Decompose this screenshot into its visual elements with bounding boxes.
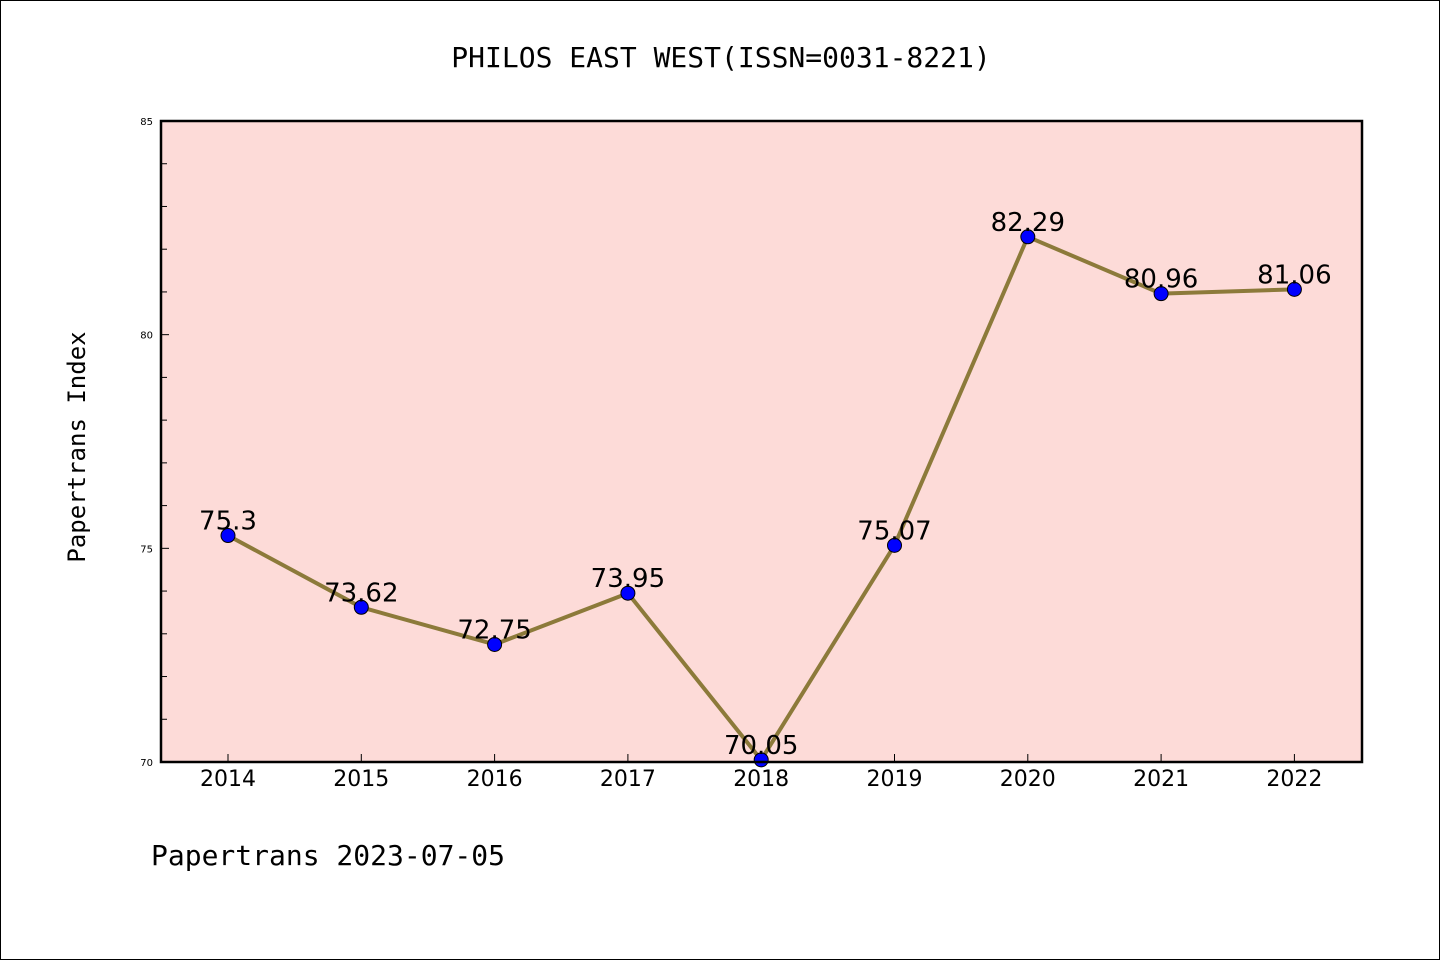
data-label: 80.96: [1124, 265, 1198, 295]
data-label: 73.95: [591, 564, 665, 594]
y-tick-label: 85: [140, 117, 153, 128]
axis-ticks: 70 75 80 85 2014 2015 2016 2017 2018 2019 2020 2021…: [140, 117, 1322, 792]
data-point: [1153, 286, 1169, 302]
x-tick-label: 2014: [200, 767, 256, 792]
y-axis-label: Papertrans Index: [63, 331, 91, 562]
y-tick-label: 75: [140, 544, 153, 555]
chart-title: PHILOS EAST WEST(ISSN=0031-8221): [451, 41, 990, 74]
data-point: [887, 537, 902, 553]
data-point: [1020, 229, 1036, 245]
x-tick-label: 2018: [733, 767, 789, 792]
data-point: [620, 585, 636, 601]
x-tick-label: 2015: [333, 767, 389, 792]
data-point: [487, 636, 503, 652]
plot-area: [161, 121, 1362, 762]
y-tick-label: 70: [140, 758, 153, 769]
footer-date-label: Papertrans 2023-07-05: [151, 839, 505, 872]
data-point: [1286, 281, 1302, 297]
data-labels: 75.3 73.62 72.75 73.95 70.05 75.07 82.29 80.96 8…: [199, 208, 1332, 761]
data-point: [753, 752, 769, 768]
data-point: [220, 528, 236, 544]
x-tick-label: 2021: [1133, 767, 1189, 792]
data-label: 70.05: [724, 731, 798, 761]
x-tick-label: 2019: [867, 767, 923, 792]
data-label: 75.3: [199, 507, 257, 537]
x-tick-label: 2022: [1266, 767, 1322, 792]
data-point: [353, 599, 369, 615]
data-label: 81.06: [1257, 260, 1331, 290]
plot-border: [159, 119, 1364, 764]
x-tick-label: 2017: [600, 767, 656, 792]
data-label: 73.62: [324, 578, 398, 608]
data-label: 75.07: [857, 516, 931, 546]
y-tick-label: 80: [140, 331, 153, 342]
data-points: [220, 229, 1302, 768]
x-tick-label: 2016: [467, 767, 523, 792]
data-label: 82.29: [991, 208, 1065, 238]
data-label: 72.75: [457, 615, 531, 645]
x-tick-label: 2020: [1000, 767, 1056, 792]
